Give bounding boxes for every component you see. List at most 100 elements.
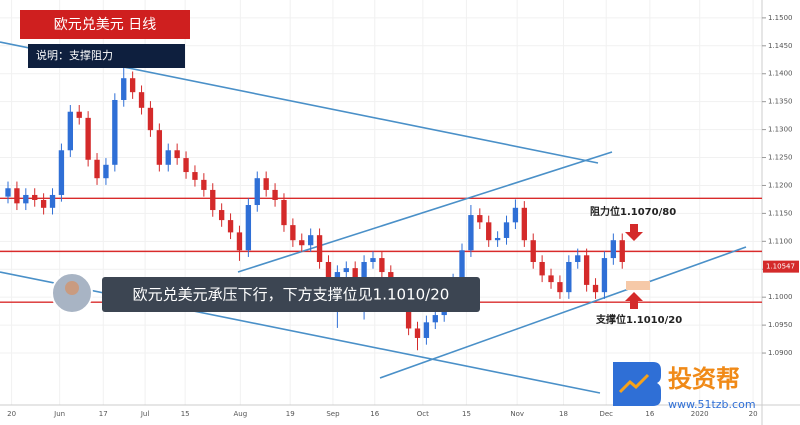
title-box — [20, 10, 190, 39]
candle-body — [432, 315, 438, 323]
y-tick-label: 1.1100 — [768, 237, 793, 245]
candle-body — [566, 261, 572, 293]
resistance-label: 阻力位1.1070/80 — [590, 205, 676, 218]
x-tick-label: 19 — [286, 410, 295, 418]
candle-body — [76, 111, 82, 118]
x-tick-label: Sep — [326, 410, 340, 418]
candle-body — [236, 232, 243, 251]
candle-body — [210, 189, 216, 211]
candle-body — [23, 194, 29, 204]
arrow-up — [625, 292, 643, 309]
x-tick-label: Jun — [53, 410, 65, 418]
candle-body — [14, 188, 20, 204]
candle-body — [575, 255, 581, 262]
candle-body — [405, 305, 412, 329]
y-tick-label: 1.0950 — [768, 321, 793, 329]
candle-body — [530, 240, 536, 262]
candle-body — [156, 130, 163, 165]
y-tick-label: 1.1350 — [768, 98, 793, 106]
candle-body — [183, 158, 189, 173]
arrows — [625, 224, 643, 309]
logo-name: 投资帮 — [668, 365, 740, 393]
y-tick-label: 1.1000 — [768, 293, 793, 301]
x-tick-label: Oct — [417, 410, 429, 418]
candle-body — [512, 207, 519, 223]
candle-body — [343, 268, 349, 273]
caption: 欧元兑美元承压下行，下方支撑位见1.1010/20 — [133, 286, 450, 304]
candles — [5, 67, 625, 351]
arrow-down — [625, 224, 643, 241]
candle-body — [557, 282, 563, 293]
candle-body — [112, 99, 118, 165]
x-tick-label: 16 — [370, 410, 379, 418]
candle-body — [610, 240, 617, 259]
chart-subtitle: 说明：支撑阻力 — [36, 48, 113, 62]
candle-body — [129, 78, 136, 93]
candle-body — [147, 107, 154, 131]
logo: 投资帮 www.51tzb.com — [613, 362, 756, 411]
x-tick-label: Dec — [599, 410, 613, 418]
candle-body — [174, 150, 180, 159]
trend-line — [0, 271, 601, 394]
y-tick-label: 1.0900 — [768, 349, 793, 357]
candle-body — [281, 199, 287, 226]
x-tick-label: 20 — [7, 410, 16, 418]
candle-body — [486, 222, 492, 241]
candle-body — [308, 235, 314, 246]
x-tick-label: Jul — [140, 410, 150, 418]
candle-body — [352, 268, 358, 285]
x-tick-label: 17 — [99, 410, 108, 418]
candle-body — [138, 92, 145, 108]
x-tick-label: 20 — [749, 410, 758, 418]
candle-body — [272, 189, 278, 200]
candle-body — [103, 164, 109, 179]
candle-body — [521, 207, 527, 241]
candle-body — [468, 215, 474, 251]
y-tick-label: 1.1150 — [768, 209, 793, 217]
x-tick-label: 16 — [645, 410, 654, 418]
trend-line — [237, 151, 613, 273]
support-zone — [626, 281, 650, 290]
y-tick-label: 1.1200 — [768, 181, 793, 189]
candle-body — [5, 188, 11, 197]
candle-body — [494, 237, 501, 241]
candle-body — [192, 172, 198, 180]
x-tick-label: Nov — [510, 410, 524, 418]
candle-body — [583, 255, 590, 285]
candle-body — [58, 150, 65, 195]
trend-line — [379, 246, 747, 379]
candle-body — [423, 322, 430, 338]
candle-body — [325, 261, 332, 283]
candle-body — [361, 261, 367, 285]
candle-body — [548, 275, 554, 283]
candle-body — [201, 179, 207, 190]
candle-body — [290, 225, 296, 241]
candle-body — [67, 111, 73, 151]
x-tick-label: 18 — [559, 410, 568, 418]
candle-body — [592, 284, 599, 293]
candle-body — [299, 240, 305, 246]
support-label: 支撑位1.1010/20 — [595, 313, 682, 326]
subtitle-box — [28, 44, 185, 68]
candle-body — [165, 150, 171, 165]
candle-body — [245, 205, 252, 251]
candle-body — [459, 250, 465, 281]
y-tick-label: 1.1500 — [768, 14, 793, 22]
y-tick-label: 1.1400 — [768, 70, 793, 78]
candle-body — [414, 328, 421, 338]
candle-body — [32, 194, 38, 200]
candle-body — [539, 261, 545, 276]
candle-body — [379, 258, 385, 273]
last-price-label: 1.10547 — [766, 263, 795, 271]
avatar-face — [65, 281, 79, 295]
y-tick-label: 1.1300 — [768, 126, 793, 134]
chart-title: 欧元兑美元 日线 — [54, 17, 156, 33]
candle-body — [263, 178, 269, 190]
candle-body — [316, 235, 323, 262]
last-price-tag — [763, 260, 799, 273]
candle-body — [49, 194, 56, 208]
candle-body — [40, 199, 47, 208]
candle-body — [370, 258, 376, 262]
